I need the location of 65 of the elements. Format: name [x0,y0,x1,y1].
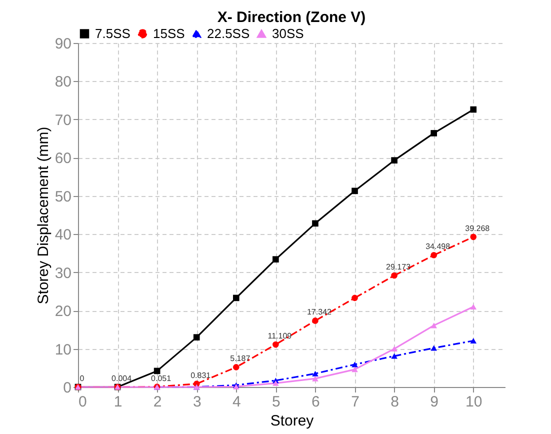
x-axis-title: Storey [270,412,314,430]
data-label: 11.109 [268,332,292,341]
point [352,294,358,302]
legend-label: 30SS [272,26,304,41]
legend-label: 15SS [153,26,186,41]
y-tick-label: 0 [63,380,72,396]
y-tick-label: 50 [54,188,72,206]
legend-label: 7.5SS [95,26,131,41]
point [430,130,437,136]
y-tick-label: 70 [54,112,72,129]
data-label: 0.831 [190,370,212,380]
x-tick-label: 5 [272,394,280,410]
point [193,334,200,340]
point [430,345,437,351]
point [312,370,318,376]
point [272,341,279,348]
y-tick-label: 10 [54,341,72,358]
data-label: 0.004 [112,374,132,383]
point [272,380,279,386]
point [470,234,477,240]
y-tick-label: 20 [54,303,72,320]
point [470,338,477,344]
data-label: 39.268 [465,224,490,233]
y-tick-label: 60 [54,150,72,168]
point [352,362,358,368]
chart-title: X- Direction (Zone V) [217,9,366,26]
point [154,368,160,374]
x-tick-label: 2 [153,394,162,410]
x-tick-label: 10 [466,394,482,410]
legend-label: 22.5SS [207,26,250,41]
y-axis-title: Storey Displacement (mm) [34,126,52,304]
point [312,220,318,227]
point [312,318,318,324]
x-tick-label: 7 [351,394,360,410]
point [352,366,358,372]
data-label: 0.051 [151,374,172,383]
point [470,304,477,310]
x-tick-label: 6 [312,394,320,410]
data-label: 0 [80,374,85,383]
data-label: 17.342 [306,308,332,317]
point [232,294,240,302]
point [430,252,437,258]
point [232,364,240,370]
x-tick-label: 9 [430,394,439,410]
point [391,157,398,164]
data-label: 5.187 [230,354,251,364]
x-tick-label: 4 [232,394,241,410]
point [391,272,398,279]
point [430,322,437,328]
point [470,106,477,113]
point [391,346,398,352]
point [352,188,358,194]
x-tick-label: 8 [390,394,399,410]
point [391,353,398,359]
y-tick-label: 40 [54,226,72,244]
x-tick-label: 3 [192,394,202,410]
y-tick-label: 80 [54,74,72,91]
data-label: 29.173 [386,262,412,272]
point [272,256,279,262]
y-tick-label: 30 [54,264,72,282]
data-label: 34.498 [426,242,451,252]
point [312,376,318,382]
x-tick-label: 1 [114,394,122,410]
y-tick-label: 90 [54,36,72,52]
x-tick-label: 0 [78,394,87,410]
